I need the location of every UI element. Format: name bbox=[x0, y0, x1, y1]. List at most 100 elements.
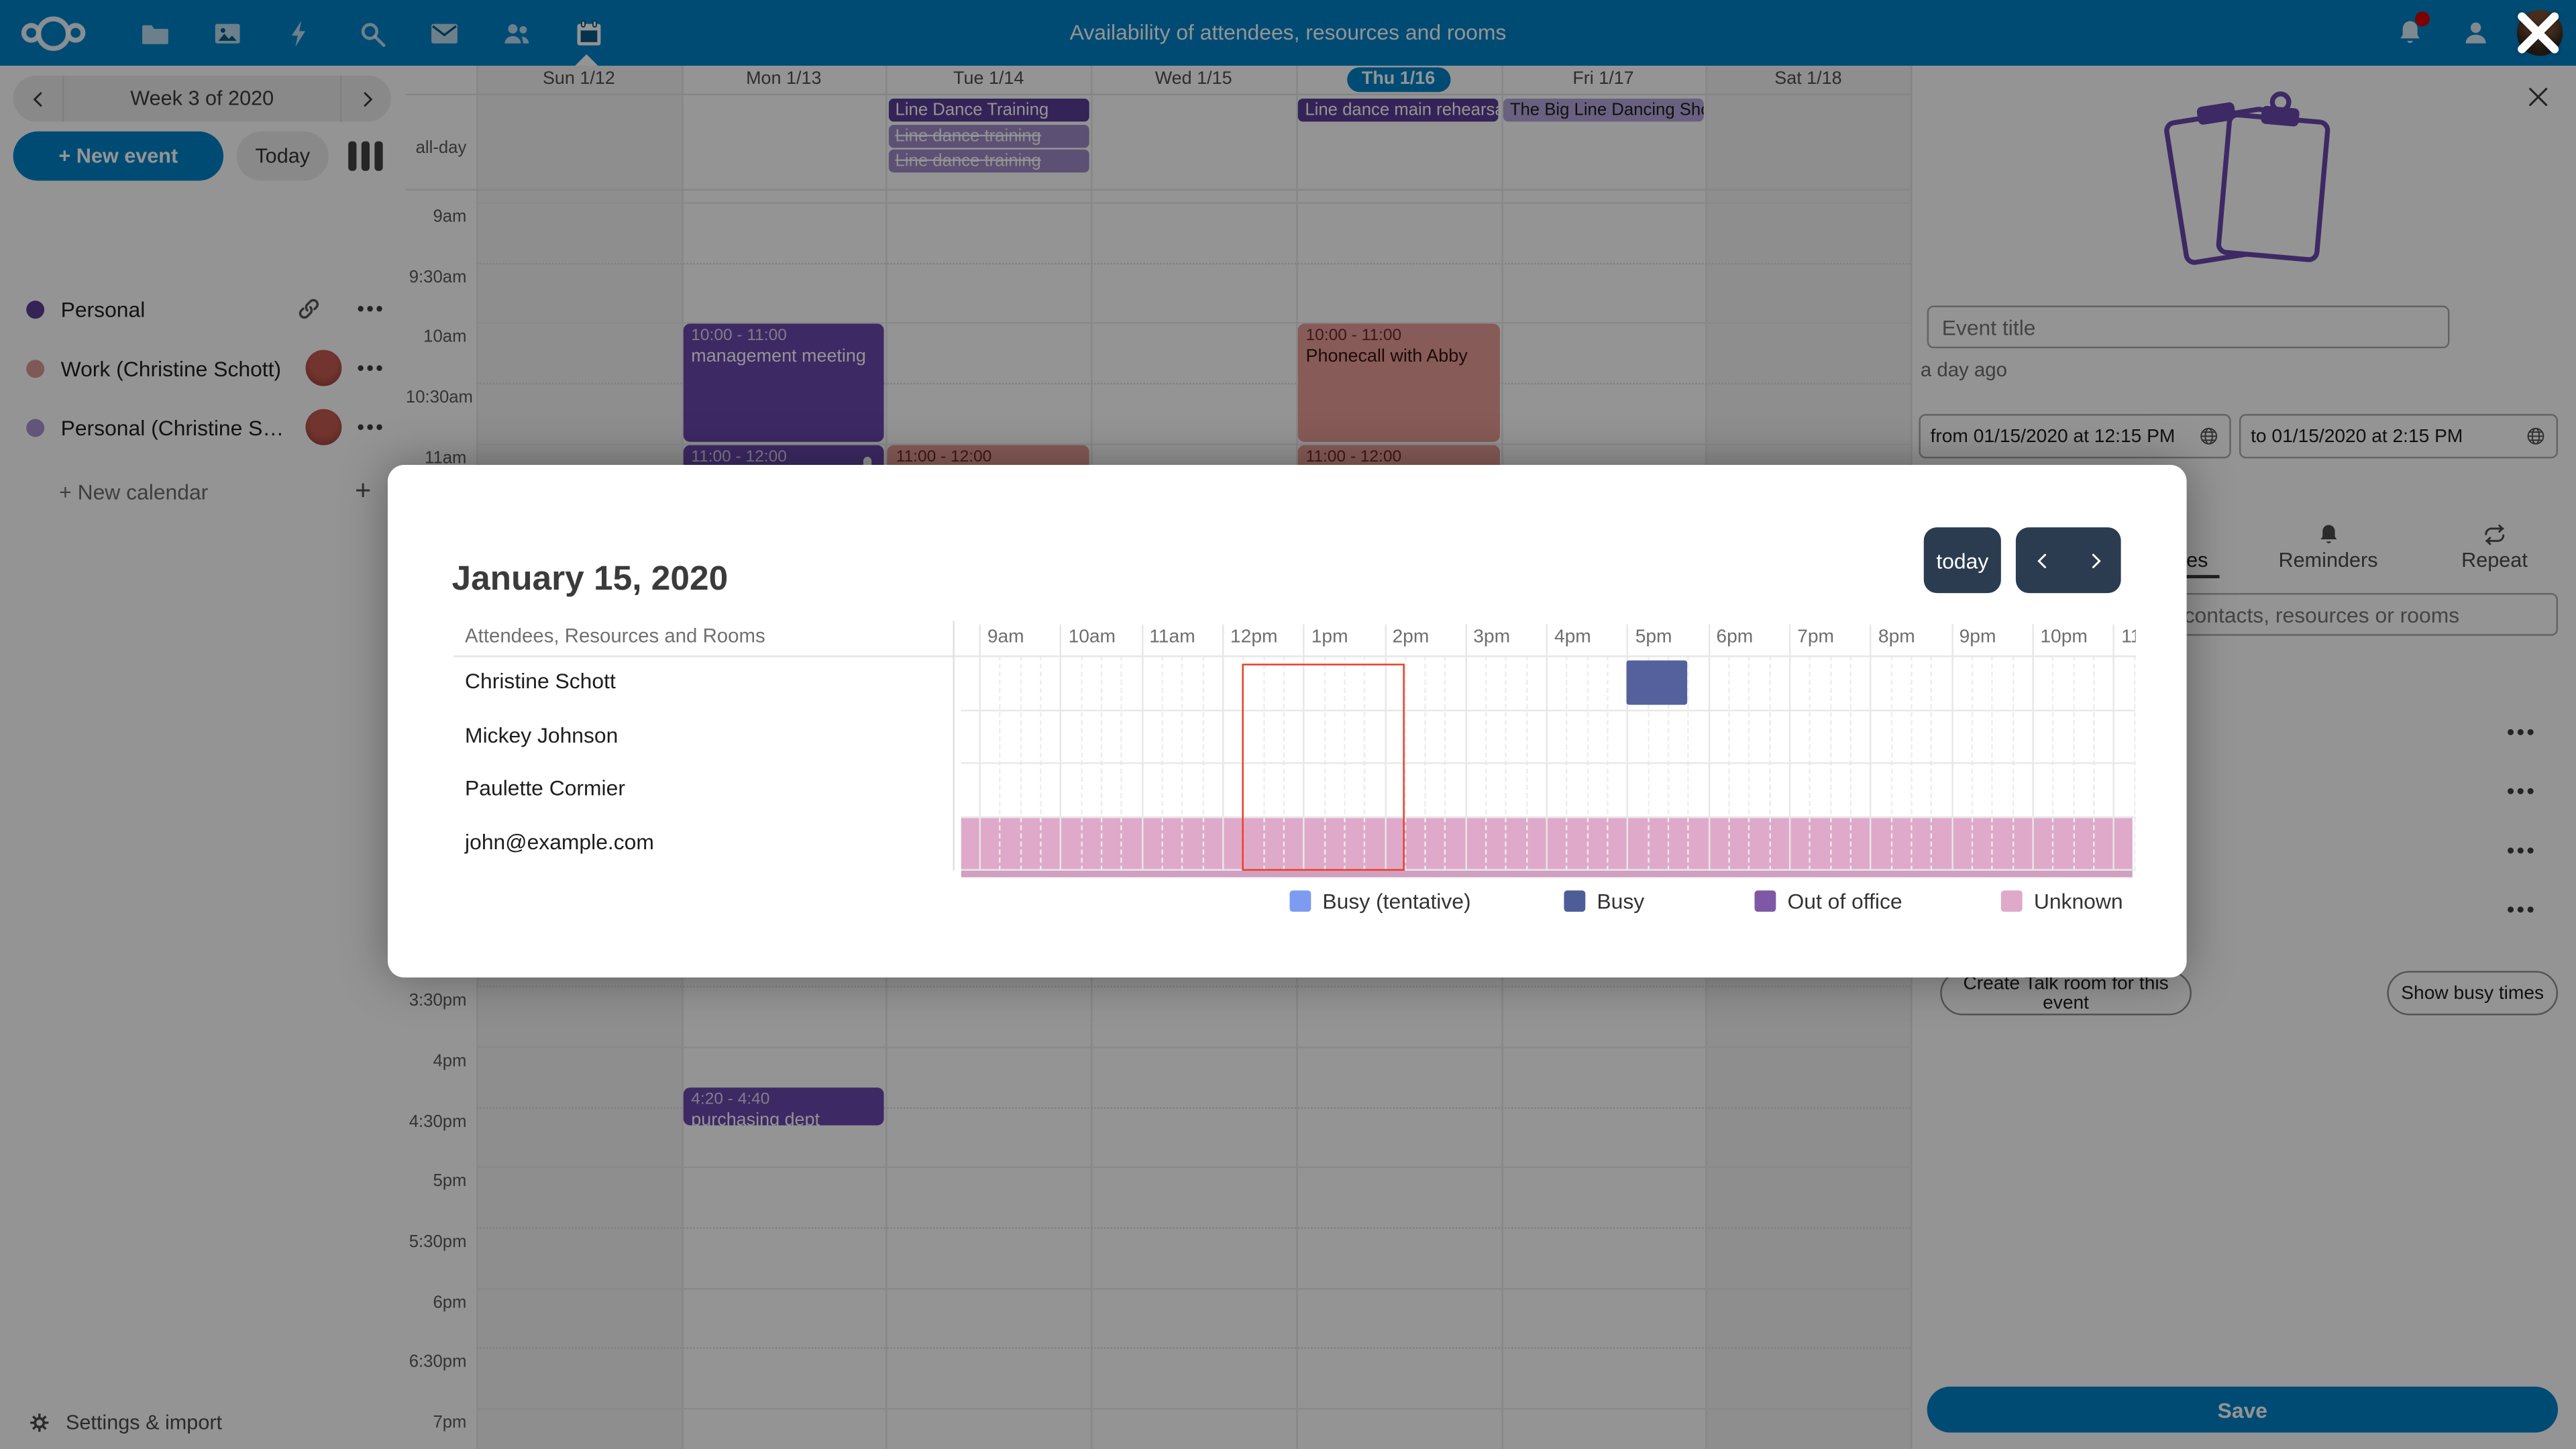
event-time: 11:00 - 12:00 bbox=[896, 448, 992, 467]
grid-line bbox=[476, 382, 1911, 385]
timeline-hour-label: 3pm bbox=[1473, 627, 1511, 647]
previous-day-icon[interactable] bbox=[2031, 549, 2053, 571]
grid-line bbox=[1384, 624, 1386, 871]
day-header[interactable]: Sun 1/12 bbox=[476, 66, 681, 94]
grid-line bbox=[476, 262, 1911, 264]
lightning-icon bbox=[283, 17, 315, 49]
share-link-icon[interactable] bbox=[296, 296, 322, 322]
show-busy-times-button[interactable]: Show busy times bbox=[2387, 971, 2559, 1016]
more-menu-icon[interactable]: ••• bbox=[2506, 718, 2537, 744]
busy-block bbox=[1627, 660, 1688, 705]
app-icon-search[interactable] bbox=[335, 0, 408, 66]
day-header[interactable]: Tue 1/14 bbox=[886, 66, 1091, 94]
calendar-list-item[interactable]: Personal ••• bbox=[0, 279, 406, 338]
next-week-button[interactable] bbox=[341, 76, 390, 122]
left-sidebar: Week 3 of 2020 + New event Today Persona… bbox=[0, 65, 406, 1449]
magnifier-icon bbox=[356, 17, 387, 49]
new-event-button[interactable]: + New event bbox=[13, 131, 224, 181]
event-time: 11:00 - 12:00 bbox=[1305, 448, 1402, 467]
calendar-list-item[interactable]: Personal (Christine Schott)••• bbox=[0, 398, 406, 457]
tab-repeat[interactable]: Repeat bbox=[2411, 513, 2576, 578]
event-illustration bbox=[2126, 79, 2372, 292]
week-label[interactable]: Week 3 of 2020 bbox=[62, 75, 342, 122]
day-header[interactable]: Sat 1/18 bbox=[1706, 66, 1911, 94]
today-button[interactable]: Today bbox=[236, 131, 329, 181]
divider bbox=[953, 621, 955, 871]
availability-dialog: January 15, 2020 today Attendees, Resour… bbox=[387, 465, 2187, 978]
app-icon-files[interactable] bbox=[118, 0, 191, 66]
envelope-icon bbox=[428, 17, 460, 49]
more-menu-icon[interactable]: ••• bbox=[357, 356, 386, 380]
more-menu-icon[interactable]: ••• bbox=[2506, 837, 2537, 862]
more-menu-icon[interactable]: ••• bbox=[2506, 896, 2537, 921]
time-gutter-label: 6pm bbox=[433, 1292, 467, 1312]
grid-line bbox=[1870, 624, 1872, 871]
calendar-list-item[interactable]: Work (Christine Schott) ••• bbox=[0, 338, 406, 397]
save-button[interactable]: Save bbox=[1927, 1386, 2559, 1433]
allday-event[interactable]: Line dance main rehearsal bbox=[1298, 98, 1499, 122]
app-icon-mail[interactable] bbox=[407, 0, 480, 66]
time-gutter-label: 4pm bbox=[433, 1051, 467, 1071]
allday-event[interactable]: Line Dance Training bbox=[888, 98, 1089, 122]
view-toggle-icon[interactable] bbox=[348, 141, 383, 171]
bell-icon bbox=[2316, 523, 2341, 547]
allday-event[interactable]: Line dance training bbox=[888, 149, 1089, 173]
grid-line bbox=[1141, 624, 1143, 871]
timeline-hour-label: 1pm bbox=[1311, 627, 1348, 647]
grid-line bbox=[1303, 624, 1305, 871]
contacts-menu-icon[interactable] bbox=[2451, 8, 2500, 57]
start-datetime-field[interactable]: from 01/15/2020 at 12:15 PM bbox=[1919, 414, 2231, 459]
calendar-event[interactable]: 10:00 - 11:00 management meeting bbox=[683, 324, 885, 442]
calendar-color-dot bbox=[26, 299, 45, 318]
day-header[interactable]: Wed 1/15 bbox=[1091, 66, 1295, 94]
end-datetime-field[interactable]: to 01/15/2020 at 2:15 PM bbox=[2239, 414, 2559, 459]
calendar-event[interactable]: 4:20 - 4:40 purchasing dept bbox=[683, 1087, 885, 1125]
active-app-caret bbox=[575, 54, 598, 66]
allday-event[interactable]: Line dance training bbox=[888, 123, 1089, 148]
next-day-icon[interactable] bbox=[2084, 549, 2106, 571]
app-icon-activity[interactable] bbox=[263, 0, 335, 66]
calendar-event[interactable]: 10:00 - 11:00 Phonecall with Abby bbox=[1297, 324, 1499, 442]
previous-week-button[interactable] bbox=[13, 76, 62, 122]
day-header[interactable]: Mon 1/13 bbox=[682, 66, 886, 94]
allday-event[interactable]: The Big Line Dancing Show bbox=[1503, 98, 1704, 122]
close-x-icon bbox=[2524, 87, 2553, 117]
dialog-today-button[interactable]: today bbox=[1923, 527, 2001, 594]
day-header-label: Tue 1/14 bbox=[953, 68, 1024, 89]
notifications-bell-icon[interactable] bbox=[2385, 8, 2434, 57]
event-title-input[interactable] bbox=[1927, 305, 2450, 349]
day-header[interactable]: Thu 1/16 bbox=[1296, 66, 1501, 94]
more-menu-icon[interactable]: ••• bbox=[357, 415, 386, 439]
legend-swatch bbox=[1754, 890, 1776, 912]
tab-reminders[interactable]: Reminders bbox=[2245, 513, 2412, 578]
timeline-hour-label: 6pm bbox=[1716, 627, 1754, 647]
time-gutter-label: 5pm bbox=[433, 1171, 467, 1191]
new-calendar-row[interactable]: + New calendar + bbox=[0, 467, 406, 516]
app-icon-photos[interactable] bbox=[191, 0, 263, 66]
grid-line bbox=[476, 322, 1911, 325]
day-header-label: Sun 1/12 bbox=[542, 68, 615, 89]
app-icon-calendar[interactable] bbox=[552, 0, 625, 66]
tab-label: Repeat bbox=[2461, 548, 2528, 572]
grid-line bbox=[2032, 624, 2034, 871]
dialog-date-title: January 15, 2020 bbox=[451, 560, 729, 598]
shared-by-avatar bbox=[305, 350, 342, 386]
app-icon-contacts[interactable] bbox=[480, 0, 552, 66]
timeline-hour-label: 11am bbox=[1149, 627, 1195, 647]
nextcloud-logo-icon[interactable] bbox=[21, 13, 101, 53]
grid-line bbox=[1060, 624, 1062, 871]
timeline-hour-label: 10am bbox=[1068, 627, 1116, 647]
day-header[interactable]: Fri 1/17 bbox=[1501, 66, 1705, 94]
day-header-label: Sat 1/18 bbox=[1774, 68, 1842, 89]
settings-label: Settings & import bbox=[65, 1411, 223, 1434]
grid-line bbox=[476, 202, 1911, 204]
bell-icon bbox=[2396, 18, 2425, 48]
grid-line bbox=[476, 1167, 1911, 1169]
close-icon[interactable] bbox=[2524, 82, 2553, 111]
legend-item: Unknown bbox=[2000, 889, 2123, 914]
timeline-hour-label: 7pm bbox=[1797, 627, 1834, 647]
settings-import[interactable]: Settings & import bbox=[0, 1397, 406, 1449]
more-menu-icon[interactable]: ••• bbox=[357, 297, 386, 321]
more-menu-icon[interactable]: ••• bbox=[2506, 777, 2537, 803]
